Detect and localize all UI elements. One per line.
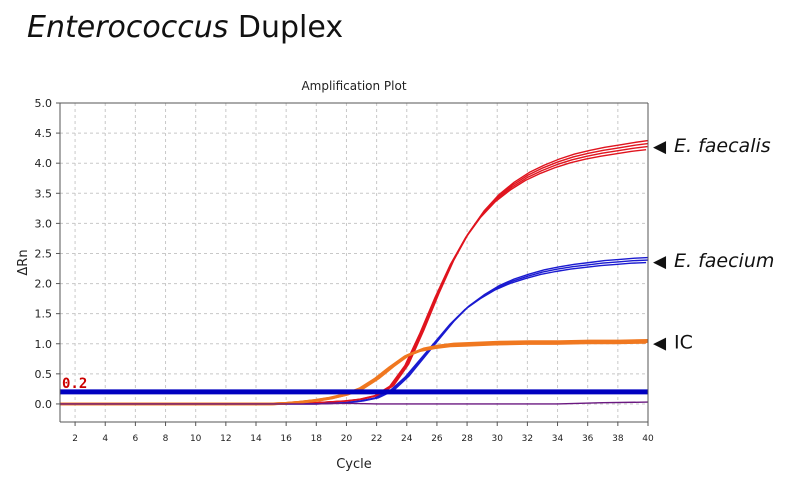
heading-suffix: Duplex <box>228 10 344 45</box>
y-tick-label: 2.5 <box>35 247 53 260</box>
plot-area <box>60 103 648 422</box>
threshold-line-group: 0.2 <box>60 376 648 395</box>
x-tick-label: 30 <box>492 434 504 444</box>
x-tick-label: 24 <box>401 434 413 444</box>
grid <box>60 102 649 422</box>
x-tick-label: 14 <box>250 434 262 444</box>
series-line <box>60 401 649 405</box>
threshold-label: 0.2 <box>62 376 87 392</box>
x-tick-label: 18 <box>311 434 323 444</box>
y-tick-label: 0.5 <box>35 368 53 381</box>
heading-genus: Enterococcus <box>27 10 229 45</box>
y-tick-label: 4.0 <box>35 157 53 170</box>
annotation-arrow-icon: ◀ <box>653 137 667 157</box>
x-tick-label: 16 <box>280 434 292 444</box>
y-tick-label: 4.5 <box>35 127 53 140</box>
x-tick-label: 10 <box>190 434 202 444</box>
annotation-arrow-icon: ◀ <box>653 252 667 272</box>
axes: 0.00.51.01.52.02.53.03.54.04.55.02 4 6 8 10 1… <box>35 97 654 444</box>
page-heading: Enterococcus Duplex <box>27 10 343 45</box>
x-tick-label: 8 <box>163 434 169 444</box>
x-tick-label: 6 <box>133 434 139 444</box>
x-tick-label: 28 <box>461 434 473 444</box>
x-tick-label: 34 <box>552 434 564 444</box>
chart-title: Amplification Plot <box>301 79 406 93</box>
x-tick-label: 32 <box>522 434 533 444</box>
series-lines <box>60 139 649 406</box>
x-axis-label: Cycle <box>336 457 372 472</box>
y-tick-label: 3.0 <box>35 217 53 230</box>
x-tick-label: 2 <box>72 434 78 444</box>
x-tick-label: 4 <box>102 434 108 444</box>
x-tick-label: 40 <box>642 434 654 444</box>
x-tick-label: 26 <box>431 434 443 444</box>
series-annotation: ◀ IC <box>653 331 693 353</box>
annotation-arrow-icon: ◀ <box>653 333 667 353</box>
x-tick-label: 22 <box>371 434 382 444</box>
y-axis-label: ΔRn <box>16 249 31 275</box>
y-tick-label: 1.0 <box>35 338 53 351</box>
x-tick-label: 36 <box>582 434 594 444</box>
y-tick-label: 3.5 <box>35 187 53 200</box>
x-tick-label: 20 <box>341 434 353 444</box>
annotation-label: E. faecalis <box>674 135 771 157</box>
annotation-label: IC <box>674 331 693 353</box>
x-tick-label: 12 <box>220 434 231 444</box>
y-tick-label: 1.5 <box>35 308 53 321</box>
x-tick-label: 38 <box>612 434 624 444</box>
annotation-label: E. faecium <box>674 250 774 272</box>
series-annotations: ◀ E. faecalis ◀ E. faecium ◀ IC <box>653 135 774 353</box>
series-line <box>61 139 649 405</box>
series-annotation: ◀ E. faecium <box>653 250 774 272</box>
y-tick-label: 5.0 <box>35 97 53 110</box>
y-tick-label: 0.0 <box>35 398 53 411</box>
series-annotation: ◀ E. faecalis <box>653 135 771 157</box>
y-tick-label: 2.0 <box>35 278 53 291</box>
chart-labels: Amplification Plot Cycle ΔRn <box>16 79 407 472</box>
